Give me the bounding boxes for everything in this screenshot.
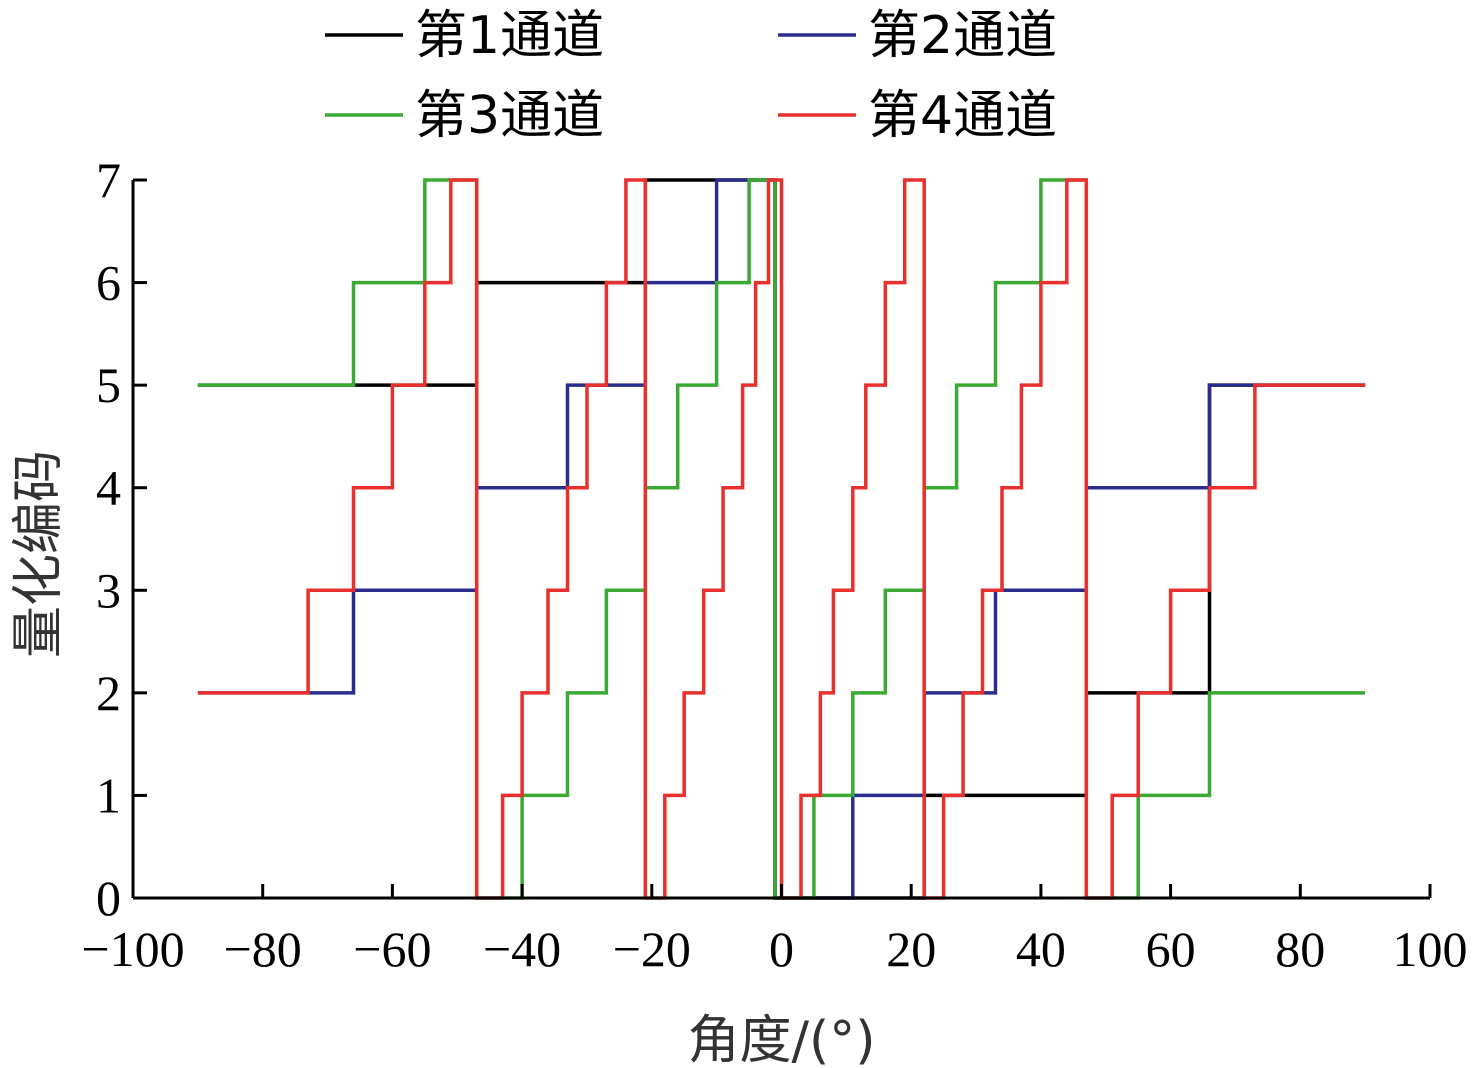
- series-line-4: [197, 178, 1366, 900]
- y-axis-title: 量化编码: [9, 450, 69, 658]
- x-tick-label: 0: [769, 921, 794, 977]
- y-tick-label: 1: [96, 767, 121, 823]
- x-ticks: −100 −80 −60 −40 −20 0 20 40 60 80 100: [81, 884, 1468, 977]
- y-tick-label: 7: [96, 152, 121, 208]
- x-tick-label: 80: [1275, 921, 1325, 977]
- y-ticks: 0 1 2 3 4 5 6 7: [96, 152, 147, 926]
- x-axis-title: 角度/(°): [687, 1011, 875, 1068]
- x-tick-label: 100: [1393, 921, 1468, 977]
- x-tick-label: −60: [353, 921, 431, 977]
- x-tick-label: −40: [483, 921, 561, 977]
- y-tick-label: 0: [96, 870, 121, 926]
- x-tick-label: −20: [613, 921, 691, 977]
- legend-label-1: 第1通道: [415, 6, 604, 66]
- y-tick-label: 2: [96, 665, 121, 721]
- y-tick-label: 5: [96, 357, 121, 413]
- y-tick-label: 6: [96, 255, 121, 311]
- legend-label-2: 第2通道: [868, 6, 1057, 66]
- x-tick-label: −80: [224, 921, 302, 977]
- x-tick-label: −100: [81, 921, 184, 977]
- x-tick-label: 20: [886, 921, 936, 977]
- x-tick-label: 40: [1016, 921, 1066, 977]
- y-tick-label: 4: [96, 460, 121, 516]
- y-tick-label: 3: [96, 562, 121, 618]
- x-tick-label: 60: [1146, 921, 1196, 977]
- legend-label-4: 第4通道: [868, 86, 1057, 146]
- legend-label-3: 第3通道: [415, 86, 604, 146]
- series-line-3: [197, 178, 1366, 900]
- series-group: [197, 178, 1366, 900]
